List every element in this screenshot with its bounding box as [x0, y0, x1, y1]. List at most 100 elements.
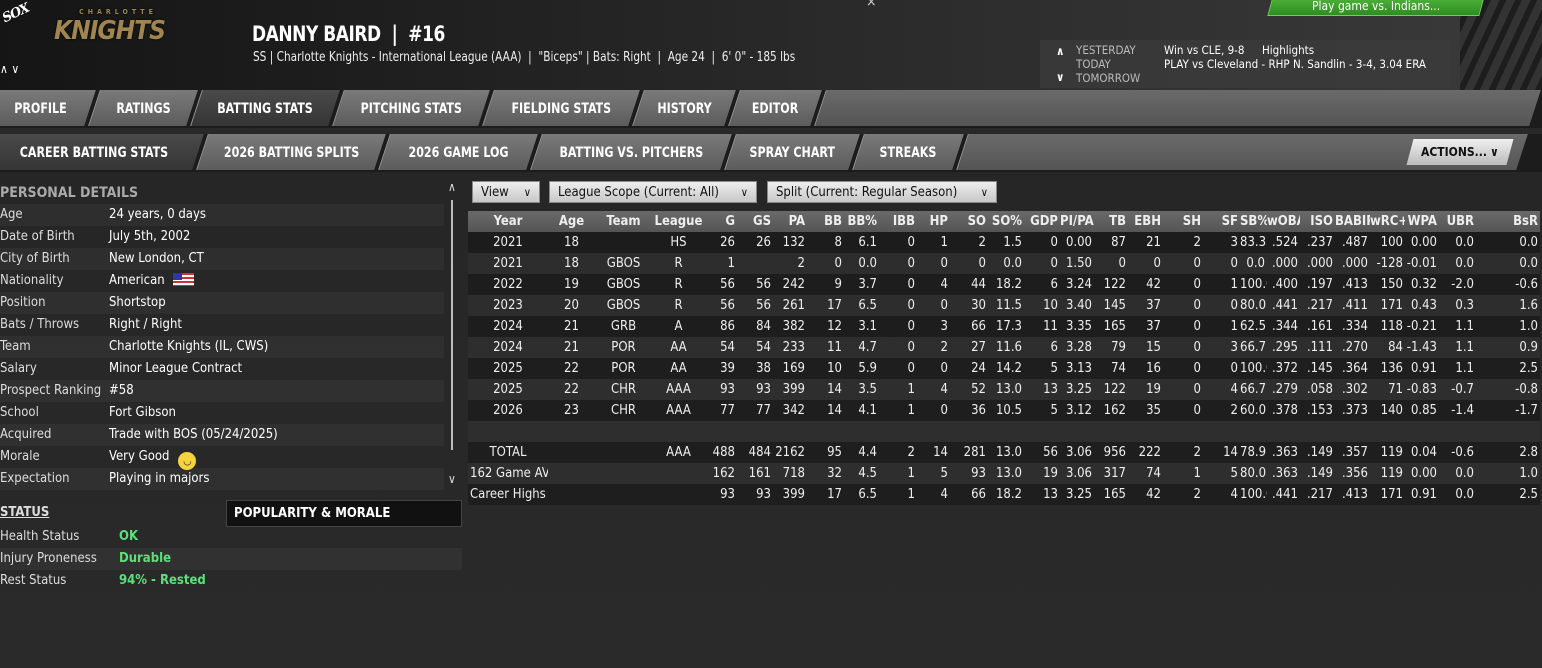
scroll-down-icon[interactable]: ∨	[448, 472, 456, 486]
table-cell	[548, 484, 595, 505]
column-header[interactable]: BABIP	[1335, 211, 1370, 232]
schedule-down-icon[interactable]: ∨	[1056, 70, 1065, 84]
column-header[interactable]: HP	[917, 211, 950, 232]
tab-career-batting-stats[interactable]: CAREER BATTING STATS	[0, 134, 204, 170]
scroll-up-icon[interactable]: ∧	[448, 180, 456, 194]
column-header[interactable]: PI/PA	[1060, 211, 1094, 232]
table-cell: 20	[548, 295, 595, 316]
table-row[interactable]: TOTAL AAA 488 484 2162 95 4.4 2 14 281 13.0 56 3.06 9…	[468, 442, 1540, 463]
table-cell	[1163, 421, 1203, 442]
table-cell: .217	[1300, 484, 1335, 505]
status-tab[interactable]: STATUS	[0, 505, 50, 520]
column-header[interactable]: SH	[1163, 211, 1203, 232]
column-header[interactable]: wRC+	[1370, 211, 1405, 232]
tab-editor[interactable]: EDITOR	[728, 90, 822, 126]
table-cell: 9	[807, 274, 844, 295]
tab-pitching-stats[interactable]: PITCHING STATS	[332, 90, 490, 126]
table-cell: A	[652, 316, 705, 337]
table-cell: 18	[548, 253, 595, 274]
column-header[interactable]: League	[652, 211, 705, 232]
table-row[interactable]: 2021 18 GBOS R 1 2 0 0.0 0 0 0 0.0 0 1.50 0 0 0 0 0.0.000.…	[468, 253, 1540, 274]
detail-row: Bats / Throws Right / Right	[0, 314, 444, 336]
tab-profile[interactable]: PROFILE	[0, 90, 96, 126]
view-dropdown[interactable]: View ∨	[472, 181, 540, 203]
table-row[interactable]: 2023 20 GBOS R 56 56 261 17 6.5 0 0 30 11.5 10 3.40 145…	[468, 295, 1540, 316]
table-row[interactable]: 2022 19 GBOS R 56 56 242 9 3.7 0 4 44 18.2 6 3.24 122 42…	[468, 274, 1540, 295]
column-header[interactable]: IBB	[879, 211, 917, 232]
schedule-up-icon[interactable]: ∧	[1056, 44, 1065, 58]
column-header[interactable]: G	[705, 211, 737, 232]
column-header[interactable]: GS	[737, 211, 773, 232]
table-cell: 12	[807, 316, 844, 337]
column-header[interactable]: Team	[595, 211, 652, 232]
tab-game-log[interactable]: 2026 GAME LOG	[378, 134, 538, 170]
table-cell: 162	[1094, 400, 1128, 421]
tab-fielding-stats[interactable]: FIELDING STATS	[482, 90, 640, 126]
column-header[interactable]: Age	[548, 211, 595, 232]
column-header[interactable]: WPA	[1405, 211, 1439, 232]
close-icon[interactable]: ×	[866, 0, 877, 10]
scroll-thumb[interactable]	[451, 200, 453, 450]
column-header[interactable]: EBH	[1128, 211, 1163, 232]
table-row[interactable]: 2026 23 CHR AAA 77 77 342 14 4.1 1 0 36 10.5 5 3.12 162…	[468, 400, 1540, 421]
table-cell: 77	[737, 400, 773, 421]
tab-batting-splits[interactable]: 2026 BATTING SPLITS	[196, 134, 386, 170]
today-game[interactable]: PLAY vs Cleveland - RHP N. Sandlin - 3-4…	[1164, 57, 1427, 71]
team-logo[interactable]: CHARLOTTE KNIGHTS	[54, 8, 166, 46]
table-cell	[652, 463, 705, 484]
player-nav-arrows[interactable]: ∧ ∨	[0, 62, 19, 76]
table-cell: 74	[1128, 463, 1163, 484]
table-cell	[595, 442, 652, 463]
details-scrollbar[interactable]: ∧ ∨	[446, 180, 458, 490]
table-cell: 26	[705, 232, 737, 253]
table-cell: .000	[1300, 253, 1335, 274]
column-header[interactable]: wOBA	[1267, 211, 1300, 232]
column-header[interactable]: BB	[807, 211, 844, 232]
actions-button[interactable]: ACTIONS... ∨	[1406, 139, 1514, 165]
column-header[interactable]: ISO	[1300, 211, 1335, 232]
column-header[interactable]: BsR	[1476, 211, 1540, 232]
column-header[interactable]: PA	[773, 211, 807, 232]
highlights-link[interactable]: Highlights	[1262, 43, 1315, 57]
tab-spray-chart[interactable]: SPRAY CHART	[724, 134, 860, 170]
table-row[interactable]	[468, 421, 1540, 442]
column-header[interactable]: UBR	[1439, 211, 1476, 232]
table-row[interactable]: Career Highs 93 93 399 17 6.5 1 4 66 18.2 13 3.25 16…	[468, 484, 1540, 505]
table-cell	[1094, 421, 1128, 442]
table-cell: 30	[950, 295, 988, 316]
table-row[interactable]: 162 Game AVG162161718324.5159313.0193.06…	[468, 463, 1540, 484]
column-header[interactable]: SO	[950, 211, 988, 232]
tab-batting-stats[interactable]: BATTING STATS	[190, 90, 340, 126]
column-header[interactable]: Year	[468, 211, 548, 232]
tab-batting-vs-pitchers[interactable]: BATTING VS. PITCHERS	[530, 134, 732, 170]
popularity-morale-tab[interactable]: POPULARITY & MORALE	[226, 500, 462, 527]
play-game-button[interactable]: Play game vs. Indians...	[1267, 0, 1485, 16]
column-header[interactable]: SB%	[1240, 211, 1267, 232]
league-scope-dropdown[interactable]: League Scope (Current: All) ∨	[549, 181, 757, 203]
split-dropdown[interactable]: Split (Current: Regular Season) ∨	[767, 181, 997, 203]
table-row[interactable]: 2021 18 HS 26 26 132 8 6.1 0 1 2 1.5 0 0.00 87 21 2 3 83.3…	[468, 232, 1540, 253]
table-row[interactable]: 2024 21 POR AA 54 54 233 11 4.7 0 2 27 11.6 6 3.28 79 15…	[468, 337, 1540, 358]
table-row[interactable]: 2024 21 GRB A 86 84 382 12 3.1 0 3 66 17.3 11 3.35 165 3…	[468, 316, 1540, 337]
yesterday-result[interactable]: Win vs CLE, 9-8	[1164, 43, 1245, 57]
column-header[interactable]: TB	[1094, 211, 1128, 232]
table-cell: 242	[773, 274, 807, 295]
prev-player-icon[interactable]: ∧	[0, 62, 8, 76]
table-cell: 14	[1203, 442, 1240, 463]
column-header[interactable]: SO%	[988, 211, 1024, 232]
table-row[interactable]: 2025 22 CHR AAA 93 93 399 14 3.5 1 4 52 13.0 13 3.25 12…	[468, 379, 1540, 400]
table-cell: 3.24	[1060, 274, 1094, 295]
column-header[interactable]: BB%	[844, 211, 879, 232]
tab-streaks[interactable]: STREAKS	[852, 134, 964, 170]
column-header[interactable]: GDP	[1024, 211, 1060, 232]
table-cell: 0	[1163, 337, 1203, 358]
column-header[interactable]: SF	[1203, 211, 1240, 232]
table-row[interactable]: 2025 22 POR AA 39 38 169 10 5.9 0 0 24 14.2 5 3.13 74 16…	[468, 358, 1540, 379]
parent-team-logo[interactable]: SOX	[0, 0, 32, 27]
table-cell: 2025	[468, 358, 548, 379]
tab-history[interactable]: HISTORY	[632, 90, 736, 126]
table-cell: .487	[1335, 232, 1370, 253]
tab-ratings[interactable]: RATINGS	[88, 90, 198, 126]
next-player-icon[interactable]: ∨	[11, 62, 20, 76]
table-cell	[917, 421, 950, 442]
